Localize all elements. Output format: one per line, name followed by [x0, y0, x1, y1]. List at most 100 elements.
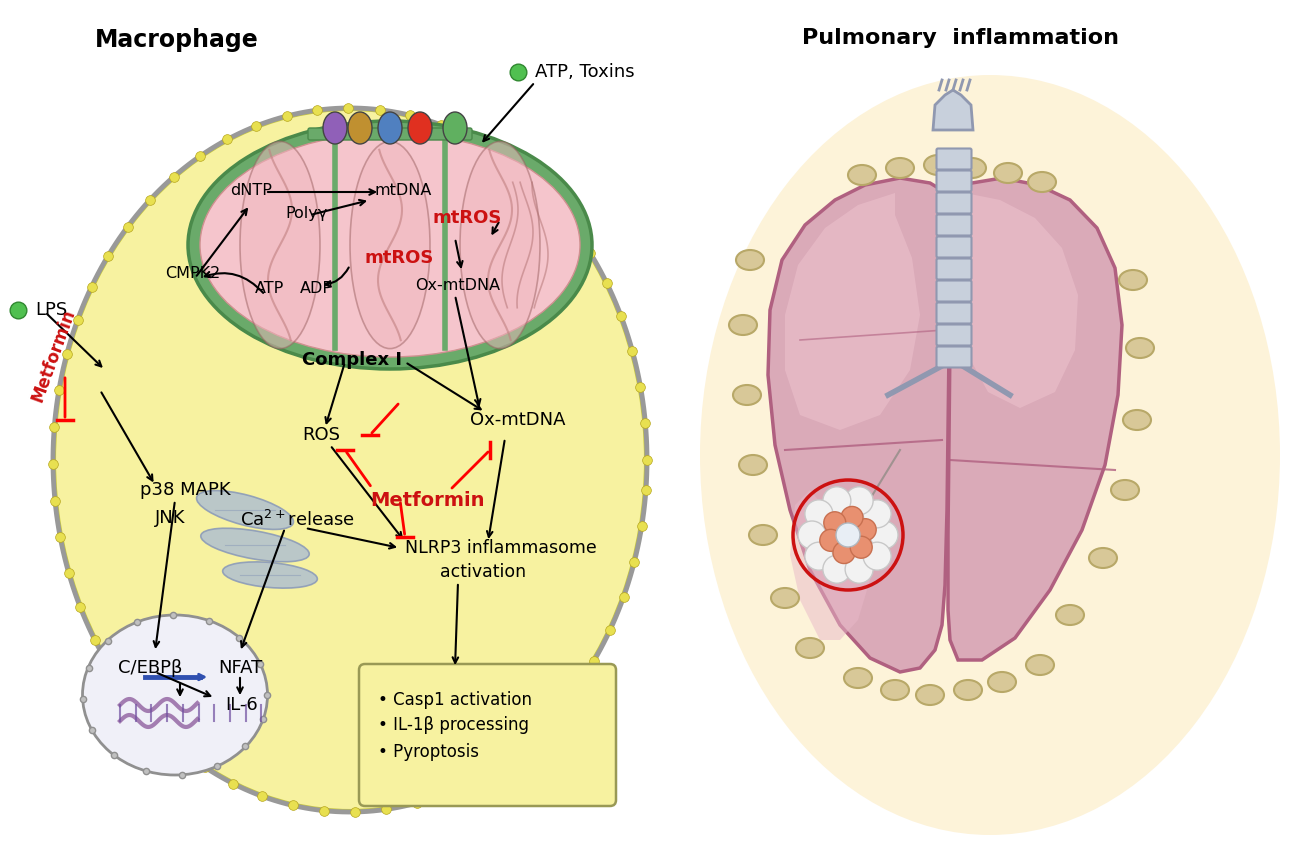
Ellipse shape: [881, 680, 908, 700]
Polygon shape: [933, 90, 973, 130]
Circle shape: [820, 529, 842, 551]
Polygon shape: [785, 193, 920, 430]
FancyBboxPatch shape: [937, 193, 972, 213]
Ellipse shape: [1123, 410, 1150, 430]
Ellipse shape: [732, 385, 761, 405]
Ellipse shape: [749, 525, 776, 545]
FancyBboxPatch shape: [937, 236, 972, 258]
Text: • Pyroptosis: • Pyroptosis: [378, 743, 479, 761]
Ellipse shape: [1112, 480, 1139, 500]
Ellipse shape: [1126, 338, 1154, 358]
Ellipse shape: [1056, 605, 1084, 625]
Text: C/EBPβ: C/EBPβ: [118, 659, 182, 677]
Polygon shape: [769, 178, 950, 672]
Text: Polyγ: Polyγ: [285, 205, 327, 221]
Circle shape: [798, 521, 826, 549]
FancyBboxPatch shape: [937, 259, 972, 280]
Circle shape: [841, 507, 863, 528]
Circle shape: [870, 521, 898, 549]
FancyBboxPatch shape: [358, 664, 616, 806]
Ellipse shape: [1119, 270, 1146, 290]
Text: IL-6: IL-6: [225, 696, 258, 714]
Circle shape: [823, 556, 851, 583]
Ellipse shape: [771, 588, 798, 608]
Ellipse shape: [348, 112, 371, 144]
Ellipse shape: [197, 490, 294, 529]
Text: Ca$^{2+}$release: Ca$^{2+}$release: [239, 510, 355, 530]
Ellipse shape: [924, 155, 952, 175]
Text: NLRP3 inflammasome: NLRP3 inflammasome: [405, 539, 597, 557]
Ellipse shape: [844, 668, 872, 688]
Circle shape: [824, 512, 846, 534]
Ellipse shape: [739, 455, 767, 475]
Text: dNTP: dNTP: [230, 182, 272, 198]
Ellipse shape: [1026, 655, 1055, 675]
Ellipse shape: [443, 112, 467, 144]
Circle shape: [805, 500, 833, 528]
Circle shape: [863, 542, 892, 570]
Ellipse shape: [886, 158, 914, 178]
Ellipse shape: [239, 141, 320, 348]
Ellipse shape: [83, 615, 268, 775]
Ellipse shape: [736, 250, 763, 270]
Ellipse shape: [958, 158, 986, 178]
Text: ADP: ADP: [300, 281, 333, 295]
Text: mtROS: mtROS: [432, 209, 501, 227]
Ellipse shape: [349, 141, 430, 348]
Circle shape: [845, 487, 873, 514]
Circle shape: [823, 487, 851, 514]
Text: Ox-mtDNA: Ox-mtDNA: [470, 411, 565, 429]
Polygon shape: [791, 490, 870, 640]
Text: NFAT: NFAT: [217, 659, 263, 677]
Text: CMPK2: CMPK2: [166, 265, 220, 281]
Ellipse shape: [848, 165, 876, 185]
Text: • IL-1β processing: • IL-1β processing: [378, 716, 529, 734]
FancyBboxPatch shape: [937, 148, 972, 169]
Ellipse shape: [201, 133, 580, 357]
Ellipse shape: [1090, 548, 1117, 568]
Ellipse shape: [796, 638, 824, 658]
Ellipse shape: [700, 75, 1280, 835]
Ellipse shape: [378, 112, 402, 144]
FancyBboxPatch shape: [937, 215, 972, 235]
Circle shape: [854, 519, 876, 541]
Ellipse shape: [408, 112, 432, 144]
Polygon shape: [960, 193, 1078, 408]
FancyBboxPatch shape: [937, 324, 972, 346]
Ellipse shape: [916, 685, 945, 705]
Text: LPS: LPS: [35, 301, 67, 319]
Circle shape: [845, 556, 873, 583]
Circle shape: [850, 536, 872, 558]
Ellipse shape: [994, 163, 1022, 183]
FancyBboxPatch shape: [937, 302, 972, 324]
Text: Metformin: Metformin: [370, 490, 484, 509]
Text: Metformin: Metformin: [28, 306, 79, 404]
Text: JNK: JNK: [155, 509, 185, 527]
Text: • Casp1 activation: • Casp1 activation: [378, 691, 532, 709]
Ellipse shape: [56, 110, 644, 810]
Text: Macrophage: Macrophage: [94, 28, 259, 52]
Ellipse shape: [459, 141, 540, 348]
Ellipse shape: [1027, 172, 1056, 192]
Polygon shape: [949, 178, 1122, 660]
FancyBboxPatch shape: [937, 170, 972, 192]
Ellipse shape: [223, 562, 317, 588]
Text: ROS: ROS: [302, 426, 340, 444]
Text: mtROS: mtROS: [365, 249, 435, 267]
Text: mtDNA: mtDNA: [375, 182, 432, 198]
Text: Ox-mtDNA: Ox-mtDNA: [415, 277, 499, 293]
Ellipse shape: [989, 672, 1016, 692]
Ellipse shape: [188, 121, 591, 369]
FancyBboxPatch shape: [308, 128, 472, 140]
Ellipse shape: [954, 680, 982, 700]
Circle shape: [805, 542, 833, 570]
FancyBboxPatch shape: [937, 281, 972, 301]
Ellipse shape: [150, 230, 470, 730]
Text: Complex I: Complex I: [302, 351, 402, 369]
Circle shape: [863, 500, 892, 528]
Circle shape: [833, 542, 855, 563]
Text: activation: activation: [440, 563, 527, 581]
Ellipse shape: [324, 112, 347, 144]
Circle shape: [836, 523, 861, 547]
Ellipse shape: [201, 528, 309, 562]
